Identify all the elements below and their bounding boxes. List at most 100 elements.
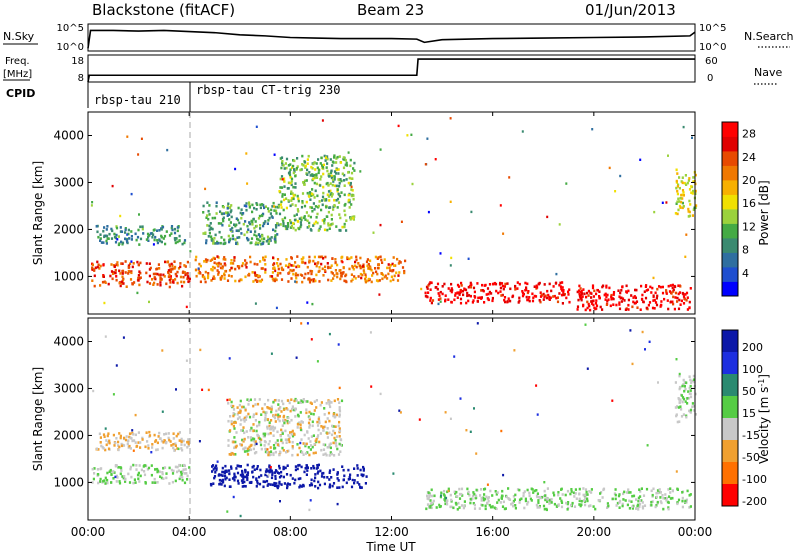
power-cell	[690, 191, 693, 194]
power-cell	[273, 153, 276, 156]
velocity-cell	[264, 470, 268, 473]
power-cell	[330, 195, 333, 198]
velocity-cell	[213, 476, 216, 480]
velocity-cell	[527, 500, 530, 504]
velocity-cell	[240, 429, 243, 432]
velocity-cell	[167, 436, 170, 440]
velocity-cell	[481, 504, 484, 507]
power-cell	[487, 292, 490, 296]
velocity-cell	[187, 438, 190, 441]
velocity-cell	[456, 508, 459, 511]
velocity-cell	[322, 471, 325, 475]
velocity-cell	[443, 489, 446, 493]
power-cell	[281, 218, 284, 221]
power-cell	[124, 227, 127, 230]
power-cell	[306, 219, 309, 223]
velocity-cell	[518, 488, 521, 492]
power-cell	[277, 264, 280, 268]
power-cell	[471, 301, 474, 304]
time-tick-label: 04:00	[172, 525, 207, 539]
power-cell	[656, 294, 659, 298]
velocity-cell	[162, 466, 165, 470]
power-cell	[99, 284, 102, 287]
freq-tick-bottom: 8	[78, 73, 84, 84]
velocity-cell	[635, 507, 638, 510]
velocity-cell	[253, 451, 257, 455]
power-cell	[115, 226, 119, 230]
power-cell	[518, 296, 521, 300]
power-cell	[599, 305, 602, 309]
velocity-cell	[234, 453, 237, 456]
velocity-cell	[144, 482, 147, 485]
power-cell	[450, 282, 453, 286]
power-cell	[631, 305, 634, 309]
velocity-cell	[533, 489, 536, 493]
power-colorbar-swatch	[722, 122, 738, 137]
velocity-scatter	[91, 322, 697, 518]
velocity-cell	[256, 433, 259, 437]
power-cell	[290, 221, 293, 225]
power-cell	[173, 267, 176, 270]
velocity-cell	[239, 514, 242, 518]
velocity-cell	[318, 419, 321, 423]
power-cell	[148, 268, 151, 271]
power-cell	[316, 212, 319, 216]
power-cell	[365, 260, 369, 264]
power-cell	[312, 202, 315, 205]
velocity-cell	[114, 464, 117, 467]
power-cell	[439, 297, 442, 300]
velocity-cell	[662, 507, 665, 511]
nsearch-label: N.Search	[744, 30, 794, 43]
velocity-cell	[248, 481, 251, 484]
power-cell	[531, 299, 535, 303]
power-cell	[653, 307, 656, 310]
power-cell	[681, 201, 684, 205]
velocity-cell	[199, 348, 202, 352]
power-cell	[292, 197, 295, 201]
velocity-cell	[621, 504, 624, 508]
velocity-cell	[161, 471, 164, 474]
velocity-cell	[132, 481, 135, 485]
velocity-cell	[467, 492, 470, 495]
velocity-cell	[249, 429, 252, 432]
power-cell	[370, 280, 373, 284]
velocity-cell	[288, 421, 291, 424]
velocity-cell	[259, 443, 263, 447]
power-cell	[292, 222, 294, 225]
power-cell	[317, 270, 320, 273]
velocity-cell	[153, 433, 156, 437]
velocity-cell	[263, 444, 266, 447]
velocity-cell	[304, 452, 308, 455]
power-cell	[111, 277, 114, 281]
power-cell	[675, 179, 678, 183]
power-cell	[121, 241, 125, 245]
velocity-cell	[580, 499, 583, 503]
velocity-cell	[466, 487, 469, 491]
velocity-cell	[264, 414, 267, 417]
power-cell	[222, 219, 225, 223]
velocity-cell	[426, 494, 429, 498]
velocity-cell	[329, 446, 332, 450]
velocity-cell	[251, 437, 254, 440]
power-cell	[317, 229, 320, 232]
power-cell	[333, 198, 336, 202]
velocity-cell	[233, 472, 236, 476]
velocity-cell	[559, 497, 562, 500]
power-cell	[290, 180, 293, 183]
power-cell	[181, 284, 184, 288]
power-cell	[309, 269, 312, 273]
power-cell	[553, 294, 556, 298]
power-cell	[301, 192, 305, 195]
velocity-cell	[264, 447, 267, 451]
power-cell	[322, 172, 325, 176]
power-cell	[364, 273, 367, 276]
velocity-cell	[302, 398, 305, 401]
velocity-cell	[518, 498, 522, 502]
power-cell	[611, 297, 614, 300]
power-cell	[222, 205, 225, 209]
power-cell	[238, 266, 241, 270]
power-cell	[179, 265, 182, 269]
power-cell	[272, 256, 275, 259]
power-cell	[661, 201, 664, 204]
power-cell	[532, 296, 535, 300]
